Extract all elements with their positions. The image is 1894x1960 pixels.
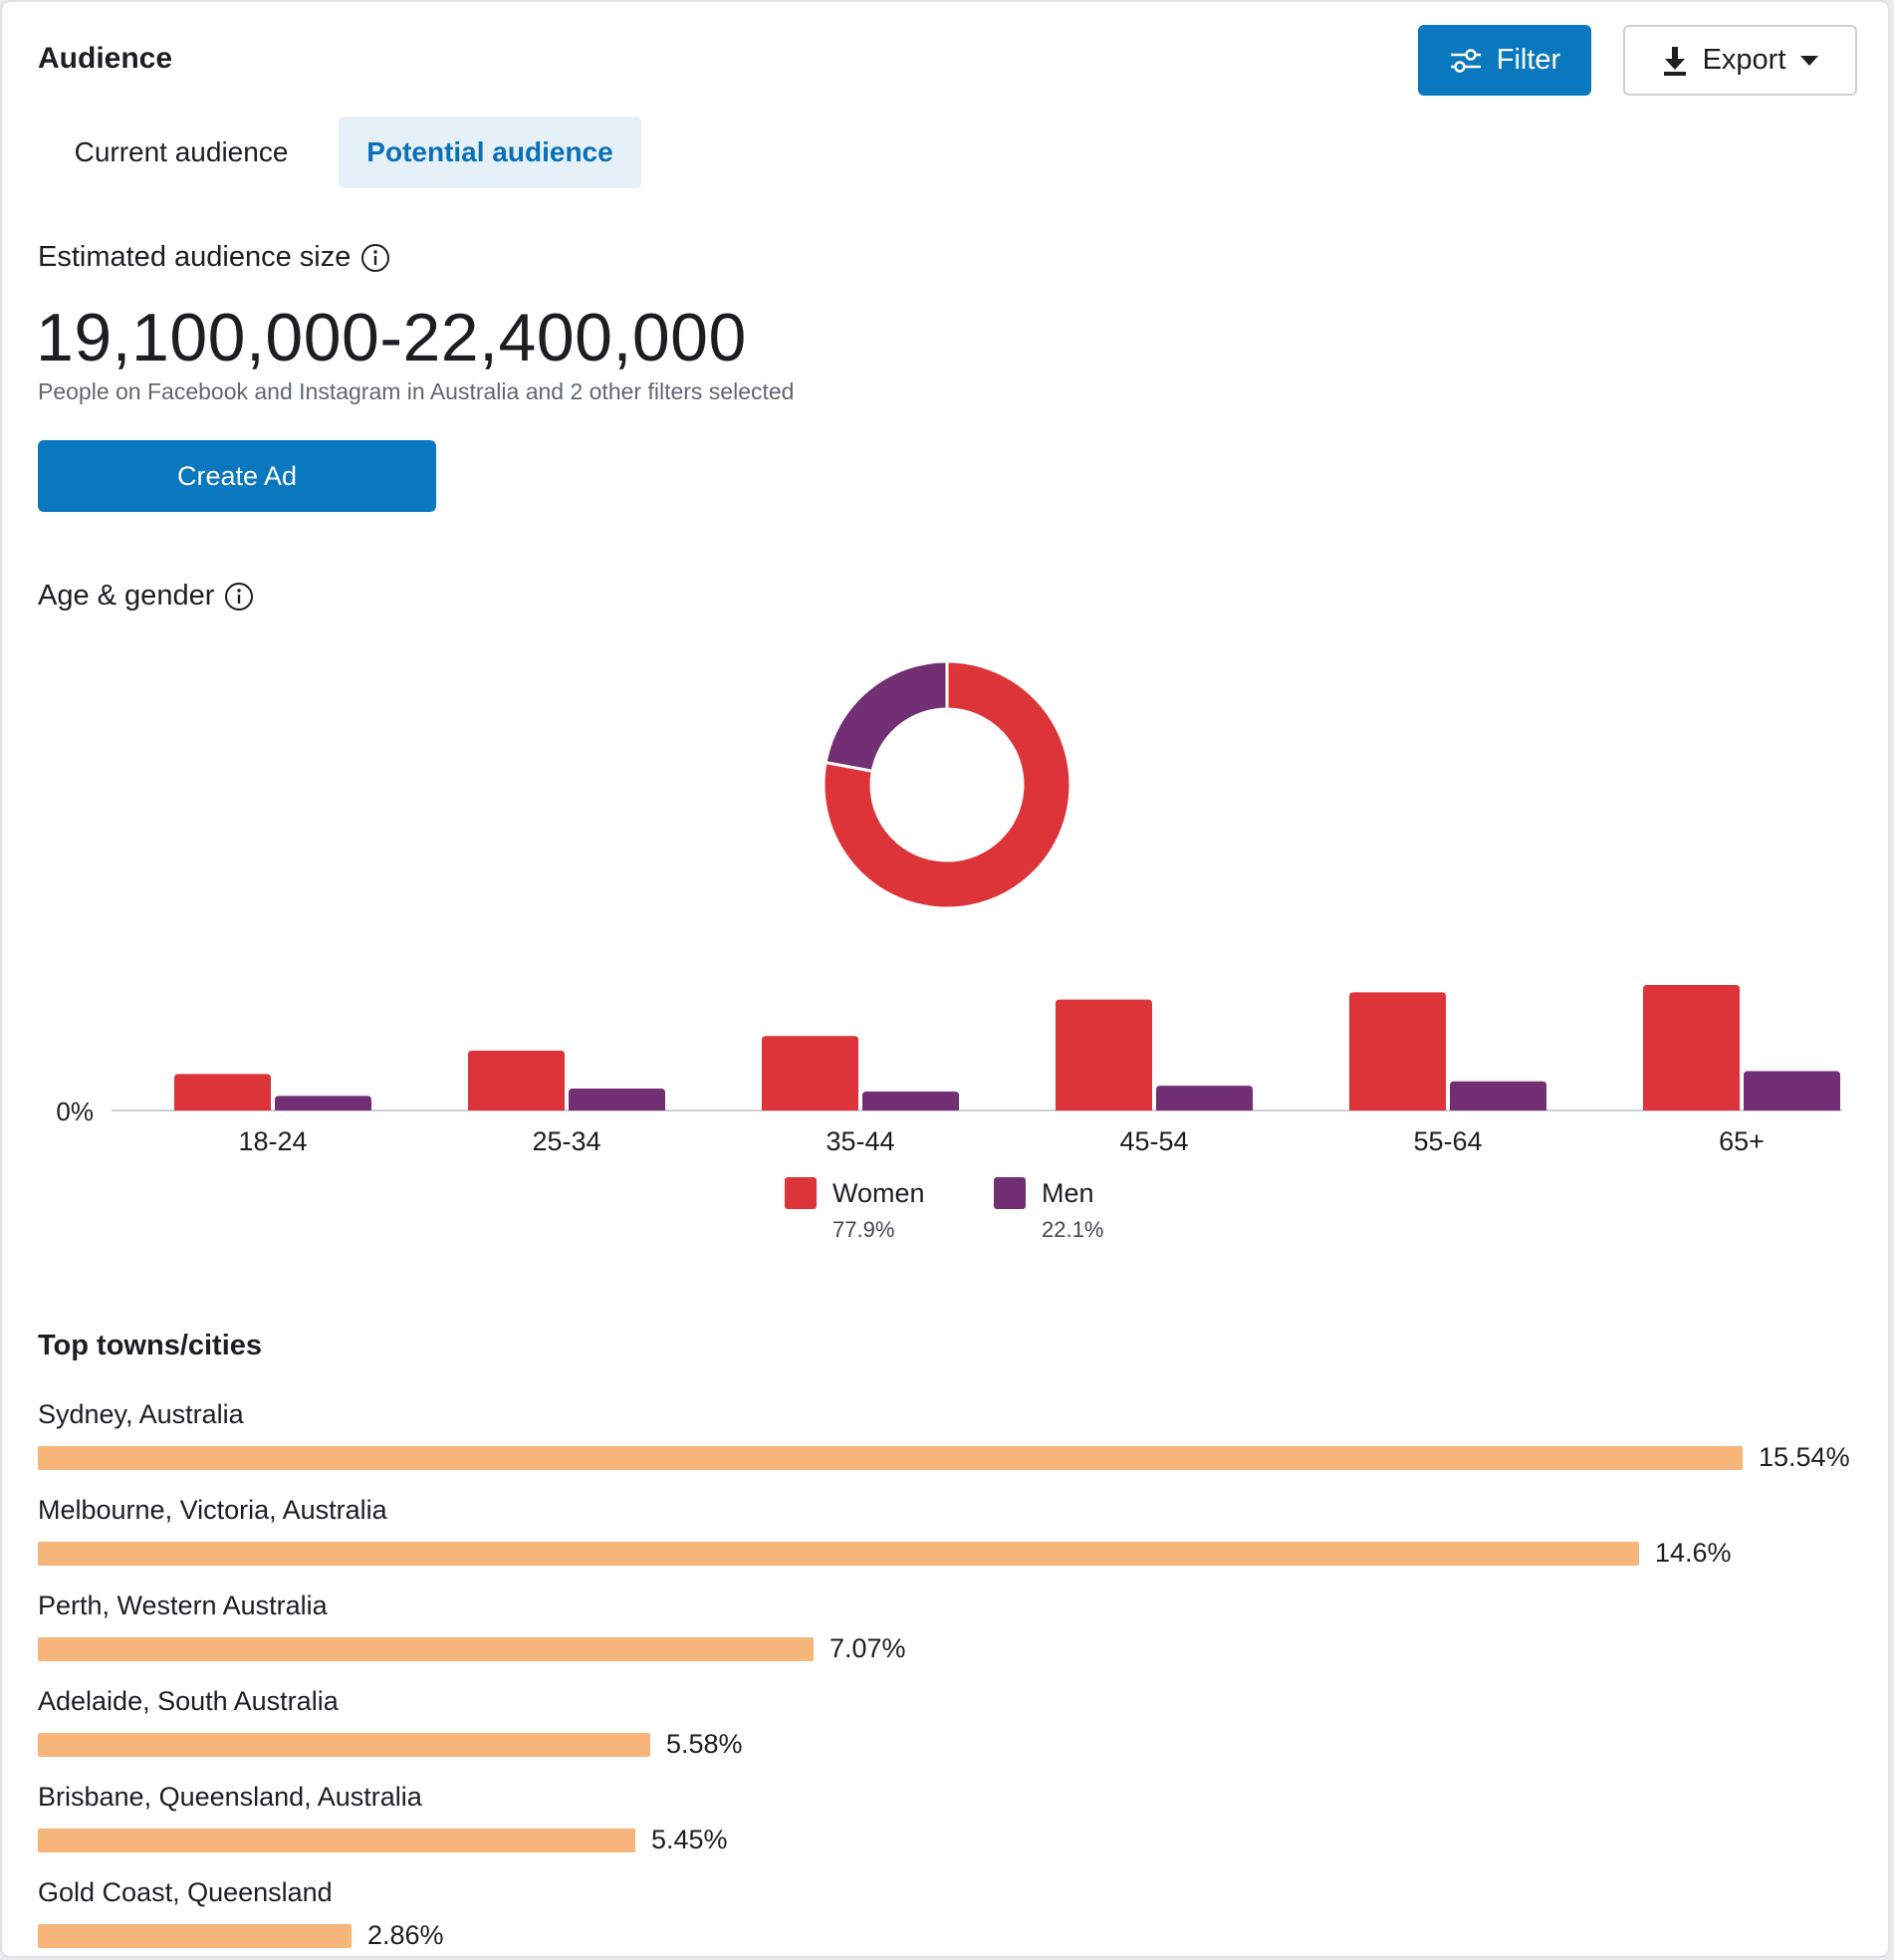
bar-women-55-64 bbox=[1349, 992, 1446, 1110]
city-row: Gold Coast, Queensland 2.86% bbox=[38, 1872, 1860, 1951]
estimated-size-subtitle: People on Facebook and Instagram in Aust… bbox=[38, 378, 795, 404]
bar-women-25-34 bbox=[468, 1050, 565, 1110]
estimated-size-heading: Estimated audience size bbox=[38, 241, 390, 274]
city-name: Gold Coast, Queensland bbox=[38, 1877, 333, 1907]
bar-women-18-24 bbox=[174, 1074, 271, 1110]
tab-potential-audience[interactable]: Potential audience bbox=[339, 117, 641, 188]
bar-women-45-54 bbox=[1056, 999, 1152, 1110]
city-row: Perth, Western Australia 7.07% bbox=[38, 1586, 1860, 1664]
estimated-size-value: 19,100,000-22,400,000 bbox=[36, 300, 747, 375]
tab-current-audience[interactable]: Current audience bbox=[74, 136, 289, 167]
export-button[interactable]: Export bbox=[1623, 25, 1857, 96]
info-icon[interactable] bbox=[224, 582, 254, 612]
city-bar-row: 7.07% bbox=[38, 1633, 1860, 1664]
city-bar bbox=[38, 1732, 650, 1757]
legend-swatch-women bbox=[785, 1177, 817, 1209]
x-tick-label: 35-44 bbox=[826, 1126, 894, 1156]
city-row: Brisbane, Queensland, Australia 5.45% bbox=[38, 1777, 1860, 1855]
bar-men-45-54 bbox=[1156, 1086, 1253, 1110]
x-tick-label: 55-64 bbox=[1413, 1126, 1482, 1156]
donut-slice-men bbox=[824, 659, 949, 773]
legend-pct-women: 77.9% bbox=[832, 1217, 895, 1242]
city-bar-row: 15.54% bbox=[38, 1442, 1860, 1473]
create-ad-button[interactable]: Create Ad bbox=[38, 440, 436, 512]
donut-slice-women bbox=[822, 659, 1072, 910]
city-bar-row: 5.45% bbox=[38, 1825, 1860, 1855]
city-bar bbox=[38, 1636, 814, 1661]
download-icon bbox=[1663, 46, 1686, 76]
age-gender-label: Age & gender bbox=[38, 580, 215, 612]
city-row: Sydney, Australia 15.54% bbox=[38, 1394, 1860, 1473]
city-bar bbox=[38, 1541, 1639, 1566]
x-tick-label: 65+ bbox=[1719, 1126, 1765, 1156]
city-bar-row: 14.6% bbox=[38, 1538, 1860, 1569]
legend-pct-men: 22.1% bbox=[1042, 1217, 1104, 1242]
bar-men-65+ bbox=[1744, 1071, 1840, 1110]
bar-women-65+ bbox=[1643, 985, 1740, 1110]
age-gender-chart: 0% 18-24 25-34 35-44 45-54 55-64 65+ bbox=[56, 659, 1842, 1156]
city-bar bbox=[38, 1445, 1743, 1470]
legend-women: Women 77.9% bbox=[785, 1177, 925, 1243]
legend-swatch-men bbox=[994, 1177, 1026, 1209]
export-label: Export bbox=[1702, 44, 1786, 76]
bar-men-18-24 bbox=[275, 1096, 371, 1110]
estimated-size-label: Estimated audience size bbox=[38, 241, 352, 273]
bar-men-25-34 bbox=[569, 1089, 665, 1110]
panel-title: Audience bbox=[38, 42, 173, 75]
sliders-icon bbox=[1450, 48, 1481, 73]
city-percentage: 2.86% bbox=[367, 1920, 444, 1950]
bar-men-35-44 bbox=[862, 1091, 959, 1110]
city-row: Melbourne, Victoria, Australia 14.6% bbox=[38, 1490, 1860, 1569]
city-percentage: 5.58% bbox=[666, 1729, 743, 1759]
filter-button[interactable]: Filter bbox=[1418, 25, 1591, 96]
city-name: Perth, Western Australia bbox=[38, 1591, 328, 1620]
caret-down-icon bbox=[1800, 55, 1819, 66]
city-percentage: 14.6% bbox=[1655, 1538, 1732, 1568]
city-name: Sydney, Australia bbox=[38, 1399, 244, 1429]
y-tick-label: 0% bbox=[56, 1097, 94, 1126]
x-tick-label: 18-24 bbox=[238, 1126, 307, 1156]
info-icon[interactable] bbox=[360, 243, 390, 273]
age-gender-heading: Age & gender bbox=[38, 580, 254, 612]
city-name: Adelaide, South Australia bbox=[38, 1686, 339, 1716]
city-percentage: 15.54% bbox=[1759, 1442, 1850, 1472]
filter-label: Filter bbox=[1496, 44, 1561, 76]
x-tick-label: 45-54 bbox=[1119, 1126, 1188, 1156]
bar-men-55-64 bbox=[1450, 1081, 1546, 1110]
city-name: Brisbane, Queensland, Australia bbox=[38, 1782, 422, 1812]
city-bar-row: 5.58% bbox=[38, 1729, 1860, 1760]
city-row: Adelaide, South Australia 5.58% bbox=[38, 1681, 1860, 1760]
x-tick-label: 25-34 bbox=[532, 1126, 600, 1156]
city-bar-row: 2.86% bbox=[38, 1920, 1860, 1951]
legend-men: Men 22.1% bbox=[994, 1177, 1103, 1243]
legend-label-women: Women bbox=[832, 1177, 925, 1208]
city-name: Melbourne, Victoria, Australia bbox=[38, 1495, 387, 1525]
bar-women-35-44 bbox=[762, 1036, 858, 1110]
city-percentage: 7.07% bbox=[829, 1633, 906, 1663]
city-percentage: 5.45% bbox=[651, 1825, 728, 1854]
top-cities-heading: Top towns/cities bbox=[38, 1330, 263, 1361]
legend-label-men: Men bbox=[1042, 1177, 1094, 1208]
city-bar bbox=[38, 1923, 352, 1948]
city-bar bbox=[38, 1828, 635, 1852]
